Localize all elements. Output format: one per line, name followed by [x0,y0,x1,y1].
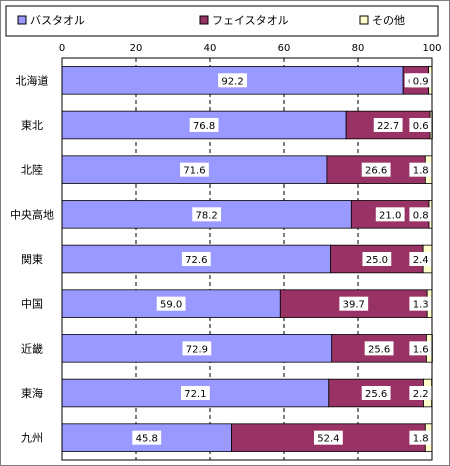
category-label: 北海道 [16,73,49,87]
data-label: 22.7 [377,121,399,132]
category-label: 東海 [21,386,43,400]
data-label-bg [375,207,405,222]
data-label: 72.6 [185,255,207,266]
data-label-bg [409,118,432,132]
data-label: 0.9 [413,76,429,87]
data-label-bg [189,118,219,132]
data-labels: 92.26.90.976.822.70.671.626.61.878.221.0… [132,73,432,445]
category-label: 北陸 [21,164,43,177]
x-tick-label: 80 [352,43,365,54]
data-label: 26.6 [365,166,387,177]
category-label: 九州 [21,432,43,445]
legend-label-0: バスタオル [30,14,85,27]
x-tick-label: 40 [204,43,217,54]
data-label-bg [409,252,432,266]
legend-swatch-1 [199,15,209,25]
category-label: 近畿 [21,341,43,355]
data-label-bg [181,252,211,266]
data-label: 52.4 [317,434,339,445]
data-label-bg [409,296,432,311]
data-label-bg [409,341,432,356]
data-label: 1.8 [413,166,429,177]
data-label: 0.6 [413,121,429,132]
data-label-bg [132,430,162,445]
data-label: 2.4 [413,255,429,266]
data-label-bg [409,207,432,222]
legend-swatch-0 [17,15,27,25]
data-label-bg [156,296,186,311]
data-label-bg [314,430,343,445]
data-label-bg [364,341,394,356]
x-tick-label: 20 [130,43,143,54]
data-label: 92.2 [221,76,243,87]
data-label: 1.6 [413,344,429,355]
data-label: 1.8 [413,434,429,445]
category-label: 中央高地 [10,207,54,221]
data-label-bg [218,73,247,88]
x-tick-label: 100 [422,43,441,54]
data-label-bg [409,430,432,445]
category-label: 中国 [21,298,43,311]
data-label: 72.1 [184,389,206,400]
data-label-bg [409,162,432,177]
data-label: 1.3 [413,300,429,311]
data-label: 25.6 [368,344,390,355]
data-label: 0.8 [413,210,429,221]
data-label: 72.9 [186,344,208,355]
data-label: 25.6 [365,389,387,400]
category-label: 関東 [21,253,43,266]
data-label: 45.8 [136,434,158,445]
data-label: 59.0 [160,300,182,311]
data-label: 76.8 [193,121,215,132]
data-label-bg [180,162,209,177]
data-label-bg [409,73,432,88]
data-label: 25.0 [366,255,388,266]
data-label-bg [192,207,222,222]
x-tick-label: 60 [278,43,291,54]
data-label-bg [361,386,391,400]
plot-area [61,57,433,461]
data-label: 39.7 [343,300,365,311]
data-label-bg [409,386,432,400]
legend-label-2: その他 [372,14,405,27]
data-label: 71.6 [183,166,205,177]
data-label-bg [362,252,392,266]
data-label: 21.0 [379,210,401,221]
data-label: 78.2 [196,210,218,221]
data-label-bg [180,386,210,400]
data-label-bg [373,118,403,132]
legend: バスタオル フェイスタオル その他 [17,14,405,27]
data-label-bg [361,162,391,177]
x-axis-ticks: 0 20 40 60 80 100 [59,43,442,54]
data-label-bg [182,341,212,356]
data-label-bg [339,296,369,311]
x-tick-label: 0 [59,43,65,54]
legend-label-1: フェイスタオル [212,14,289,27]
legend-swatch-2 [359,15,369,25]
category-label: 東北 [21,119,43,132]
data-label: 2.2 [413,389,429,400]
